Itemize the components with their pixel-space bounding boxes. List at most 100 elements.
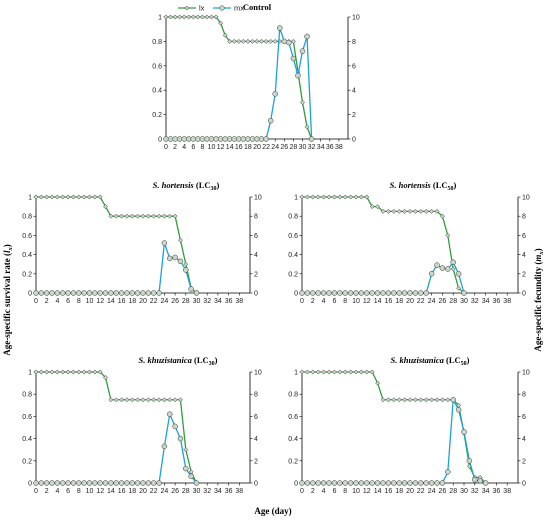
- y-left-tick-label: 1: [158, 15, 162, 22]
- legend: lx mx: [178, 4, 244, 13]
- x-tick-label: 36: [326, 144, 334, 151]
- lx-point: [364, 369, 370, 375]
- mx-point: [161, 443, 168, 450]
- mx-point: [193, 480, 200, 486]
- mx-point: [156, 290, 162, 296]
- mx-point: [412, 480, 419, 486]
- lx-point: [304, 194, 310, 200]
- mx-point: [315, 480, 321, 486]
- x-tick-label: 4: [322, 488, 326, 495]
- y-left-tick-label: 0.2: [152, 112, 162, 119]
- mx-point: [231, 136, 237, 142]
- lx-point: [103, 204, 109, 210]
- y-right-tick-label: 4: [254, 436, 258, 443]
- x-tick-label: 24: [428, 298, 436, 305]
- mx-point: [102, 290, 109, 296]
- x-tick-label: 6: [66, 488, 70, 495]
- mx-point: [320, 480, 327, 486]
- x-tick-label: 0: [34, 298, 38, 305]
- lx-point: [300, 99, 305, 105]
- series-mx-line: [36, 411, 198, 484]
- lx-point: [407, 208, 413, 214]
- x-tick-label: 22: [417, 298, 425, 305]
- mx-point: [337, 290, 343, 296]
- x-tick-label: 0: [34, 488, 38, 495]
- mx-point: [455, 271, 462, 277]
- mx-point: [199, 136, 206, 142]
- mx-point: [407, 480, 413, 486]
- mx-point: [86, 480, 93, 486]
- mx-point: [118, 480, 125, 486]
- lx-point: [429, 208, 435, 214]
- lx-point: [161, 213, 167, 219]
- mx-point: [188, 473, 194, 480]
- x-tick-label: 34: [214, 488, 222, 495]
- mx-point: [472, 476, 478, 483]
- mx-point: [347, 480, 354, 486]
- lx-point: [195, 14, 201, 20]
- lx-point: [304, 369, 310, 375]
- mx-point: [353, 290, 359, 296]
- lx-point: [391, 397, 397, 403]
- lx-point: [33, 194, 39, 200]
- mx-point: [92, 480, 98, 486]
- lx-point: [337, 369, 343, 375]
- x-tick-label: 26: [171, 488, 179, 495]
- lx-point: [33, 369, 39, 375]
- x-tick-label: 26: [439, 488, 447, 495]
- lx-point: [156, 397, 162, 403]
- mx-point: [54, 480, 61, 486]
- x-tick-label: 36: [225, 298, 233, 305]
- chart-title-dose-subscript: 50: [448, 186, 454, 192]
- lx-point: [240, 38, 246, 44]
- x-tick-label: 6: [191, 144, 195, 151]
- mx-point: [222, 136, 228, 142]
- mx-point: [161, 240, 168, 246]
- mx-point: [380, 290, 386, 296]
- mx-point: [108, 480, 114, 486]
- lx-point: [385, 397, 391, 403]
- mx-point: [290, 55, 297, 62]
- y-right-tick-label: 4: [522, 252, 526, 259]
- lx-point: [254, 38, 260, 44]
- lx-point: [76, 369, 82, 375]
- lx-point: [124, 213, 130, 219]
- mx-point: [326, 480, 332, 486]
- mx-point: [176, 136, 183, 142]
- mx-point: [445, 469, 451, 475]
- x-tick-label: 0: [300, 488, 304, 495]
- mx-point: [337, 480, 343, 486]
- lx-point: [135, 213, 141, 219]
- x-tick-label: 4: [322, 298, 326, 305]
- lx-point: [151, 213, 157, 219]
- x-tick-label: 16: [118, 488, 126, 495]
- chart-title-dose-subscript: 50: [461, 361, 467, 367]
- y-left-tick-label: 1: [294, 370, 298, 377]
- x-tick-label: 38: [503, 488, 511, 495]
- mx-point: [423, 290, 429, 296]
- lx-point: [358, 194, 364, 200]
- mx-point: [439, 265, 446, 271]
- y-left-tick-label: 1: [28, 370, 32, 377]
- chart-title-dose-subscript: 30: [209, 361, 215, 367]
- x-tick-label: 16: [385, 298, 393, 305]
- mx-point: [299, 290, 305, 296]
- x-tick-label: 8: [343, 298, 347, 305]
- lx-point: [353, 194, 359, 200]
- x-tick-label: 30: [193, 488, 201, 495]
- lx-point: [445, 397, 451, 403]
- y-right-tick-label: 0: [254, 481, 258, 488]
- mx-point: [315, 290, 321, 296]
- lx-point: [183, 261, 189, 267]
- y-left-tick-label: 0.4: [22, 252, 32, 259]
- mx-point: [163, 136, 169, 142]
- mx-point: [342, 290, 348, 296]
- x-tick-label: 20: [253, 144, 261, 151]
- x-tick-label: 16: [385, 488, 393, 495]
- x-tick-label: 8: [343, 488, 347, 495]
- lx-point: [218, 20, 224, 26]
- lx-point: [103, 375, 109, 381]
- mx-point: [188, 286, 194, 292]
- mx-point: [342, 480, 348, 486]
- mx-point: [434, 480, 440, 486]
